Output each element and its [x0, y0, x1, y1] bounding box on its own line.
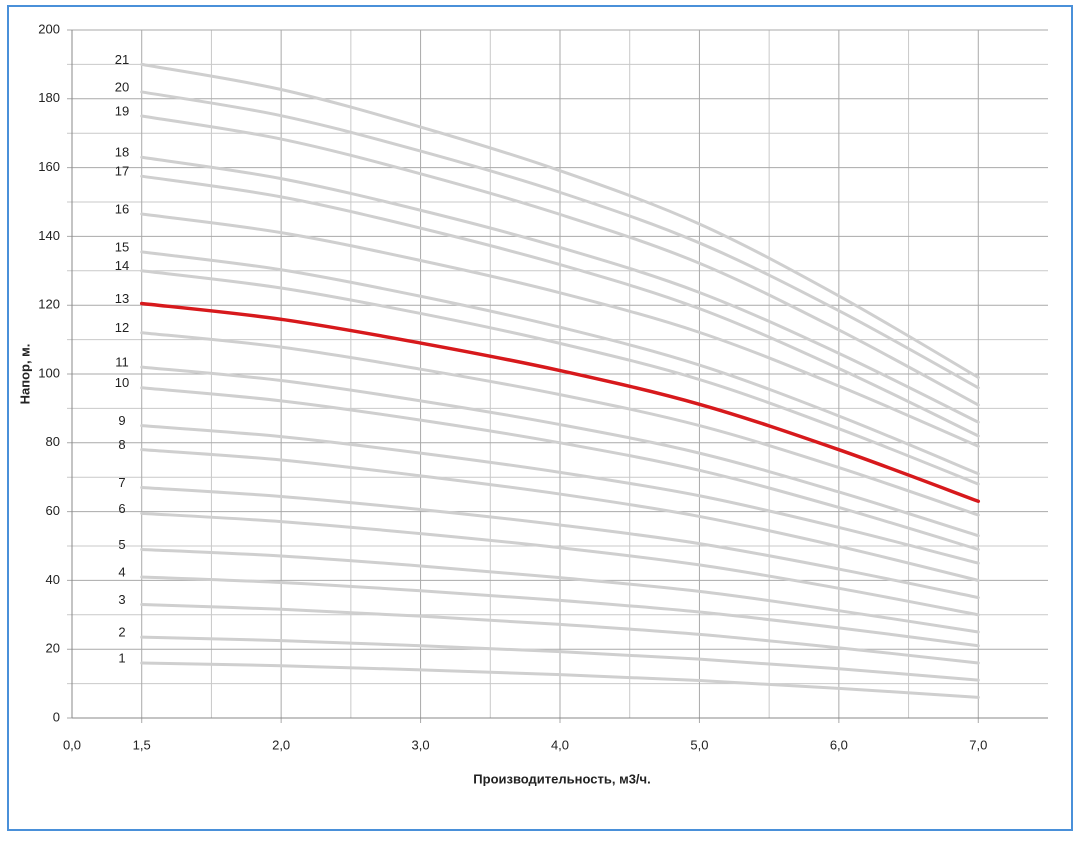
curve	[140, 174, 980, 438]
x-tick-label: 6,0	[830, 737, 848, 752]
curve	[140, 90, 980, 390]
x-tick-label: 4,0	[551, 737, 569, 752]
y-tick-label: 100	[38, 365, 60, 380]
x-axis-title: Производительность, м3/ч.	[473, 771, 650, 786]
y-tick-label: 180	[38, 90, 60, 105]
curve	[140, 114, 980, 407]
curve-label: 19	[115, 103, 129, 118]
x-tick-label: 1,5	[133, 737, 151, 752]
curve-label: 8	[118, 437, 125, 452]
frame	[7, 5, 1073, 831]
y-tick-label: 40	[46, 572, 60, 587]
curve	[140, 661, 980, 699]
curve-label: 17	[115, 164, 129, 179]
curve-label: 13	[115, 291, 129, 306]
y-tick-label: 120	[38, 297, 60, 312]
curve	[140, 511, 980, 617]
y-tick-label: 140	[38, 228, 60, 243]
curve	[140, 424, 980, 565]
curve-label: 21	[115, 52, 129, 67]
y-tick-label: 20	[46, 641, 60, 656]
curve	[140, 386, 980, 551]
x-origin-label: 0,0	[63, 737, 81, 752]
curve-label: 16	[115, 201, 129, 216]
curve-label: 3	[118, 592, 125, 607]
curve	[140, 269, 980, 486]
y-axis-title: Напор, м.	[17, 344, 32, 405]
curve	[140, 486, 980, 600]
curve-label: 5	[118, 537, 125, 552]
curves	[139, 62, 981, 699]
curve-label: 18	[115, 145, 129, 160]
curve-label: 20	[115, 79, 129, 94]
y-tick-label: 0	[53, 709, 60, 724]
curve	[140, 448, 980, 582]
curve	[140, 331, 980, 517]
y-tick-label: 80	[46, 434, 60, 449]
curve-label: 15	[115, 239, 129, 254]
curve-label: 4	[118, 564, 125, 579]
curve-label: 9	[118, 413, 125, 428]
y-tick-label: 160	[38, 159, 60, 174]
x-tick-label: 3,0	[412, 737, 430, 752]
x-tick-label: 2,0	[272, 737, 290, 752]
curve-label: 14	[115, 258, 129, 273]
curve	[140, 212, 980, 448]
curve-label: 6	[118, 501, 125, 516]
y-tick-label: 200	[38, 21, 60, 36]
y-tick-label: 60	[46, 503, 60, 518]
curve	[140, 635, 980, 682]
curve-label: 11	[115, 355, 129, 370]
curve	[140, 602, 980, 665]
curve	[140, 62, 980, 379]
curve	[140, 155, 980, 424]
curve	[139, 301, 981, 504]
curve	[140, 250, 980, 476]
curve	[140, 575, 980, 648]
curve-label: 7	[118, 475, 125, 490]
x-tick-label: 7,0	[969, 737, 987, 752]
curve	[140, 547, 980, 634]
x-tick-label: 5,0	[690, 737, 708, 752]
curve-label: 2	[118, 625, 125, 640]
curve-label: 12	[115, 320, 129, 335]
curve-label: 10	[115, 375, 129, 390]
curve	[140, 365, 980, 538]
curve-label: 1	[118, 650, 125, 665]
